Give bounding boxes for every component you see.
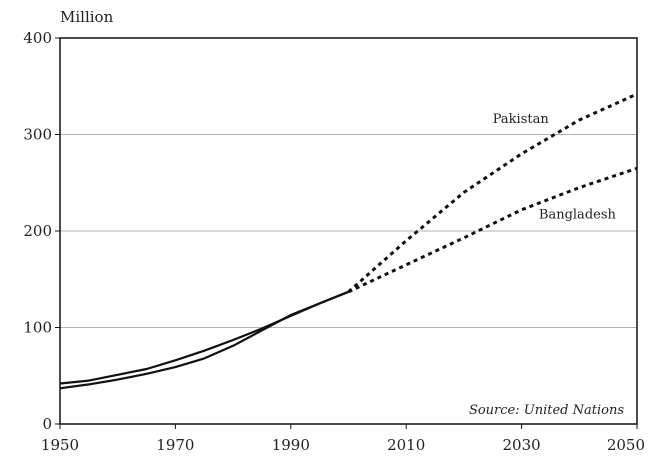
x-tick-label: 1970 [156,436,194,454]
source-note: Source: United Nations [469,403,624,418]
series-lines [59,92,638,390]
x-tick-label: 2010 [387,436,425,454]
series-line-actual-pakistan [59,290,349,390]
series-line-projected-bangladesh [347,166,638,294]
x-axis-ticks: 1950 1970 1990 2010 2030 2050 [41,424,645,454]
y-unit-label: Million [60,8,114,26]
y-tick-label: 100 [23,319,52,337]
series-label-bangladesh: Bangladesh [539,207,617,222]
y-tick-label: 300 [23,126,52,144]
y-tick-label: 400 [23,29,52,47]
y-tick-label: 200 [23,222,52,240]
x-tick-label: 1990 [272,436,310,454]
x-tick-label: 2030 [503,436,541,454]
series-label-pakistan: Pakistan [493,112,550,127]
x-tick-label: 1950 [41,436,79,454]
gridlines [60,134,637,328]
series-line-projected-pakistan [347,92,638,293]
y-tick-label: 0 [42,415,52,433]
y-axis-ticks: 0 100 200 300 400 [23,29,60,433]
series-line-actual-bangladesh [59,290,349,385]
x-tick-label: 2050 [607,436,645,454]
